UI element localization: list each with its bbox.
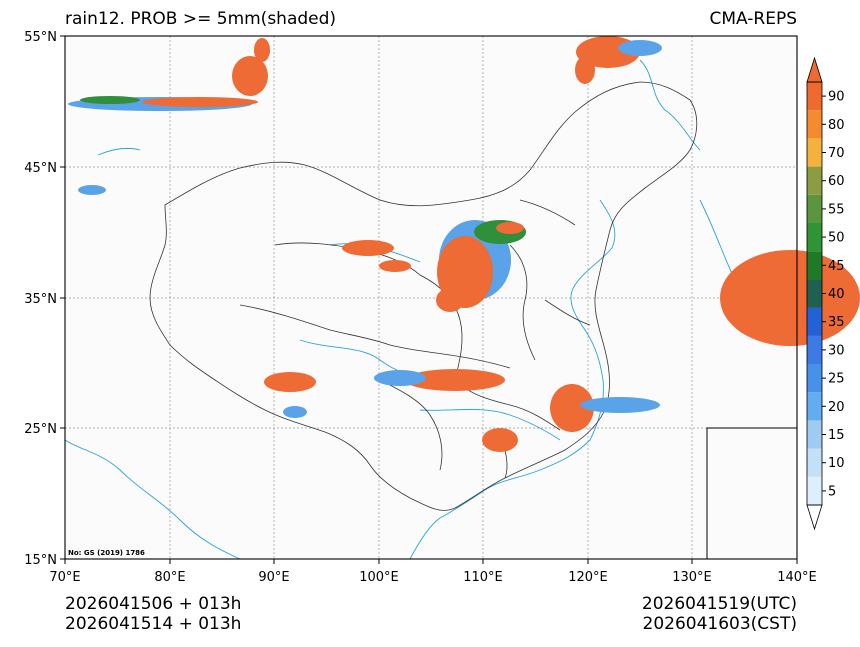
colorbar-swatch (807, 335, 822, 364)
colorbar-swatch (807, 110, 822, 139)
init-cst: 2026041514 + 013h (65, 614, 242, 634)
colorbar-label: 25 (828, 372, 845, 387)
lon-label: 140°E (777, 570, 817, 585)
colorbar-label: 60 (828, 174, 845, 189)
colorbar-label: 50 (828, 231, 845, 246)
colorbar-swatch (807, 364, 822, 393)
colorbar-label: 80 (828, 118, 845, 133)
lat-label: 55°N (24, 30, 57, 45)
colorbar-label: 10 (828, 456, 845, 471)
colorbar-swatch (807, 307, 822, 336)
lon-label: 110°E (463, 570, 503, 585)
lon-label: 90°E (258, 570, 289, 585)
colorbar-label: 20 (828, 400, 845, 415)
map-title: rain12. PROB >= 5mm(shaded) (65, 9, 337, 29)
init-utc: 2026041506 + 013h (65, 594, 242, 614)
colorbar-swatch (807, 279, 822, 308)
colorbar-swatch (807, 448, 822, 477)
colorbar-swatch (807, 166, 822, 195)
map-background (65, 36, 797, 559)
colorbar-label: 90 (828, 90, 845, 105)
colorbar-label: 15 (828, 428, 845, 443)
colorbar-label: 55 (828, 202, 845, 217)
colorbar-swatch (807, 476, 822, 505)
valid-time-block: 2026041519(UTC) 2026041603(CST) (642, 594, 797, 634)
precip-probability-map: 55°N 45°N 35°N 25°N 15°N 70°E 80°E 90°E … (24, 30, 860, 585)
init-time-block: 2026041506 + 013h 2026041514 + 013h (65, 594, 241, 634)
colorbar-label: 45 (828, 259, 845, 274)
colorbar-extend-max (806, 56, 823, 83)
lat-label: 35°N (24, 292, 57, 307)
lon-label: 130°E (672, 570, 712, 585)
colorbar-swatch (807, 223, 822, 252)
valid-cst: 2026041603(CST) (642, 614, 797, 634)
latitude-labels: 55°N 45°N 35°N 25°N 15°N (24, 30, 57, 568)
borders (149, 81, 698, 511)
colorbar-extend-min (806, 504, 823, 531)
longitude-labels: 70°E 80°E 90°E 100°E 110°E 120°E 130°E 1… (49, 570, 816, 585)
colorbar-swatch (807, 194, 822, 223)
lon-label: 70°E (49, 570, 80, 585)
colorbar: 5 10 15 20 25 30 35 40 45 50 55 60 70 80 90 (806, 56, 845, 531)
colorbar-label: 40 (828, 287, 845, 302)
colorbar-swatch (807, 138, 822, 167)
lon-label: 80°E (154, 570, 185, 585)
colorbar-label: 5 (828, 484, 836, 499)
lat-label: 45°N (24, 161, 57, 176)
colorbar-label: 70 (828, 146, 845, 161)
license-text: No: GS (2019) 1786 (68, 549, 145, 557)
valid-utc: 2026041519(UTC) (641, 594, 797, 614)
colorbar-label: 35 (828, 315, 845, 330)
colorbar-label: 30 (828, 343, 845, 358)
colorbar-swatch (807, 82, 822, 111)
colorbar-swatch (807, 420, 822, 449)
model-name: CMA-REPS (709, 9, 797, 29)
lon-label: 120°E (568, 570, 608, 585)
colorbar-swatch (807, 392, 822, 421)
lat-label: 15°N (24, 553, 57, 568)
lat-label: 25°N (24, 422, 57, 437)
axis-ticks (60, 35, 798, 564)
probability-shading (68, 36, 860, 452)
lon-label: 100°E (359, 570, 399, 585)
colorbar-swatch (807, 251, 822, 280)
